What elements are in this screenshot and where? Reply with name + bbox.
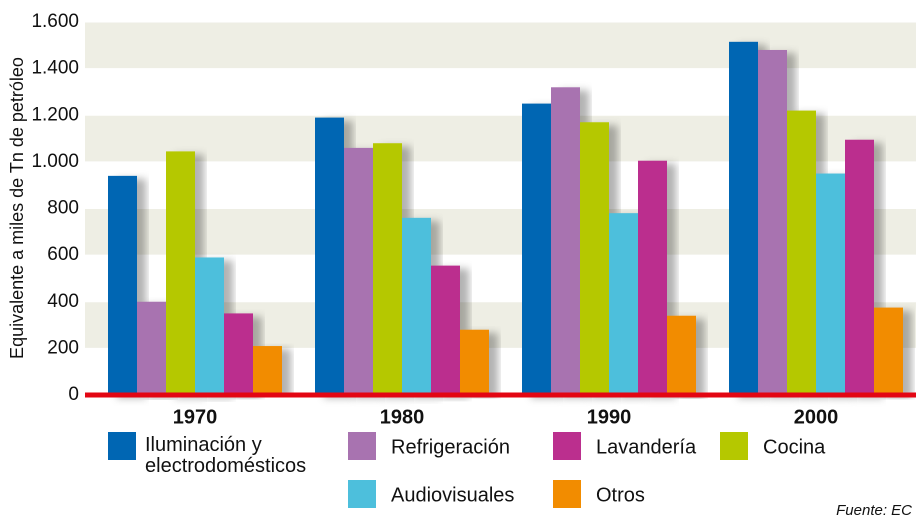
bar [108, 175, 137, 395]
bar [253, 346, 282, 395]
bar [460, 329, 489, 395]
bar [816, 173, 845, 395]
y-tick-label: 400 [47, 291, 79, 312]
legend-swatch [553, 480, 581, 508]
grid-band [85, 22, 916, 69]
y-tick-label: 800 [47, 198, 79, 219]
legend-label: Otros [596, 484, 645, 506]
legend-swatch [720, 432, 748, 460]
y-tick-label: 1.000 [31, 151, 79, 172]
bar [315, 117, 344, 396]
y-tick-label: 600 [47, 244, 79, 265]
legend-label: Refrigeración [391, 436, 510, 458]
x-tick-label: 1970 [173, 406, 218, 428]
bar [344, 147, 373, 395]
bar [166, 151, 195, 395]
x-tick-label: 1980 [380, 406, 425, 428]
bar [431, 265, 460, 395]
y-tick-label: 0 [68, 384, 79, 405]
bar [729, 41, 758, 396]
legend-label: Iluminación y electrodomésticos [145, 435, 307, 477]
bar [137, 301, 166, 395]
bar [224, 313, 253, 395]
x-tick-label: 1990 [587, 406, 632, 428]
legend-label-box: Iluminación y electrodomésticos [145, 435, 307, 477]
grid-band [85, 68, 916, 116]
bar [402, 217, 431, 395]
bar [758, 49, 787, 395]
bar [874, 307, 903, 395]
bar [787, 110, 816, 396]
bar [667, 315, 696, 395]
y-tick-label: 1.200 [31, 104, 79, 125]
legend-swatch [348, 432, 376, 460]
legend-swatch [553, 432, 581, 460]
y-tick-label: 200 [47, 337, 79, 358]
y-axis-label: Equivalente a miles de Tn de petróleo [7, 57, 27, 359]
bar [551, 87, 580, 396]
legend-label: Audiovisuales [391, 484, 514, 506]
bar [845, 139, 874, 395]
x-tick-label: 2000 [794, 406, 839, 428]
bar [580, 122, 609, 396]
source-note: Fuente: EC [836, 502, 912, 519]
bar [195, 257, 224, 395]
bar [373, 143, 402, 395]
legend-label: Lavandería [596, 436, 697, 458]
y-tick-label: 1.400 [31, 58, 79, 79]
bar [638, 160, 667, 395]
bar [522, 103, 551, 395]
legend-label: Cocina [763, 436, 826, 458]
bar [609, 213, 638, 395]
legend-swatch [348, 480, 376, 508]
legend-swatch [108, 432, 136, 460]
y-tick-label: 1.600 [31, 11, 79, 32]
